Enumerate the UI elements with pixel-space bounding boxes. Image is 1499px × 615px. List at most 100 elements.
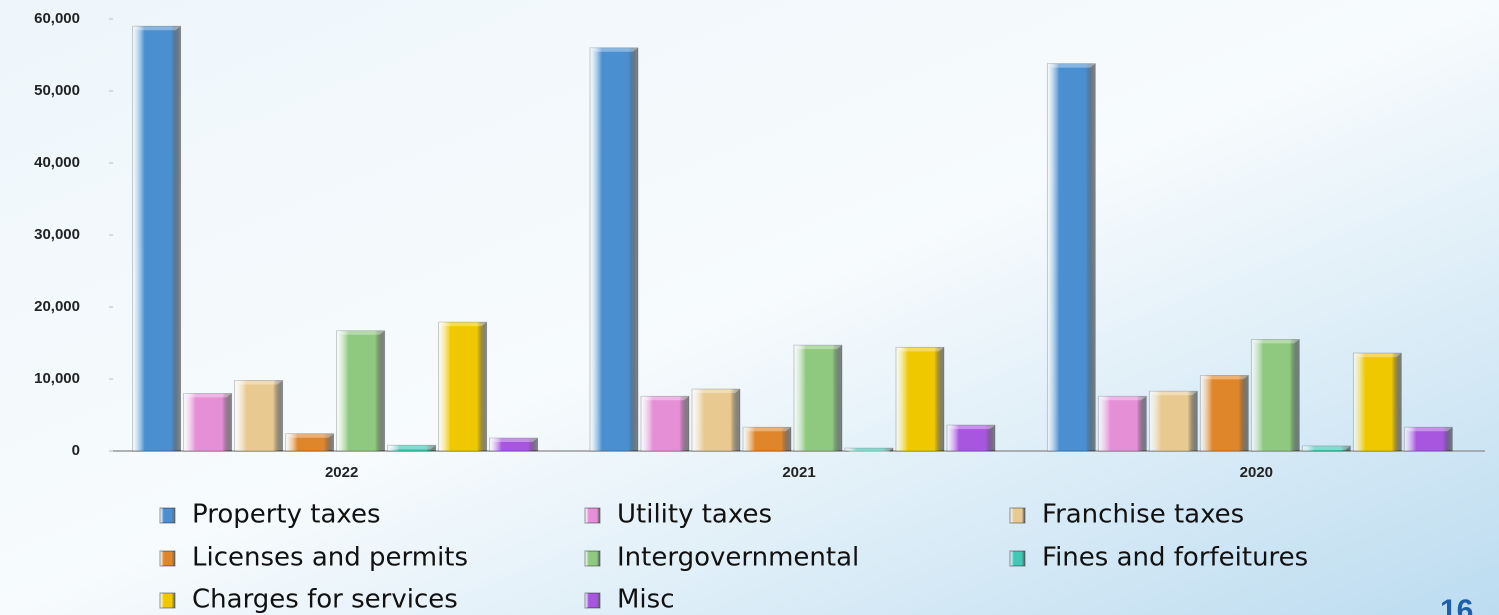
bar [234,380,284,452]
bar-face [1250,338,1300,452]
x-tick-label: 2020 [1240,464,1273,481]
bar-top [336,330,385,335]
y-tick-label: 50,000 [34,82,80,99]
bar [387,444,437,452]
bar-face [589,47,639,452]
legend-label: Charges for services [192,585,458,615]
bar [793,344,843,452]
bar-top [489,438,538,443]
x-tick-label: 2022 [325,464,358,481]
bar [1097,395,1147,452]
bar-face [336,330,386,452]
y-tick-label: 20,000 [34,298,80,315]
bar-face [1046,63,1096,452]
bar [895,346,945,452]
legend-label: Fines and forfeitures [1042,543,1308,573]
bar [1046,63,1096,452]
bar-top [641,396,689,401]
bar-top [692,389,740,394]
bar-top [1353,353,1402,358]
bar [1199,374,1249,452]
bar-face [489,437,539,452]
bar-top [743,427,791,432]
bar-face [793,344,843,452]
bar-face [1301,445,1351,452]
bar [844,447,894,453]
legend-marker [584,507,601,524]
bar [438,321,488,452]
bar-top [234,380,283,385]
legend-label: Misc [617,585,675,615]
bar-face [387,444,437,452]
bar [1250,338,1300,452]
bar-top [947,425,995,430]
bar [489,437,539,452]
bar [336,330,386,452]
bar-top [285,433,334,438]
y-tick-label: 60,000 [34,10,80,27]
bar [946,424,996,452]
legend-label: Licenses and permits [192,543,468,573]
bar-top [590,47,638,52]
y-tick-label: 0 [72,442,80,459]
legend-label: Intergovernmental [617,543,859,573]
bar-top [1149,391,1198,396]
legend-marker [159,550,176,567]
legend-marker [1009,550,1026,567]
bar [742,426,792,452]
bar [1352,352,1402,452]
legend-label: Property taxes [192,500,381,530]
bar-face [183,392,233,452]
bar [132,25,182,452]
bar-top [1047,63,1096,68]
legend-marker [159,507,176,524]
bar-top [387,445,436,450]
legend-marker [159,592,176,609]
bar-face [285,433,335,452]
bar [691,388,741,452]
bar-top [1098,396,1147,401]
bar-face [234,380,284,452]
legend-label: Utility taxes [617,500,772,530]
bar-face [1199,374,1249,452]
bar [1301,445,1351,452]
legend-marker [584,592,601,609]
bar-face [132,25,182,452]
bar-face [691,388,741,452]
bar-face [742,426,792,452]
bar [589,47,639,452]
bar-top [132,26,181,31]
legend-marker [1009,507,1026,524]
legend-label: Franchise taxes [1042,500,1244,530]
bar-top [896,347,944,352]
bar-top [845,448,893,453]
bar-face [895,346,945,452]
bar-top [1200,375,1249,380]
y-tick-label: 30,000 [34,226,80,243]
bar [640,395,690,452]
x-tick-label: 2021 [782,464,815,481]
page-number: 16 [1440,594,1473,615]
bar [285,433,335,452]
bar [1403,426,1453,452]
bar-face [844,447,894,452]
bar-top [1302,445,1351,450]
bar-face [1403,426,1453,452]
bar-top [1251,339,1300,344]
legend-marker [584,550,601,567]
bar-top [438,322,487,327]
bar [1148,390,1198,452]
bar [183,392,233,452]
bar-top [1404,427,1453,432]
bar-face [1352,352,1402,452]
bar-face [438,321,488,452]
bar-face [1097,395,1147,452]
bar-face [1148,390,1198,452]
bar-face [946,424,996,452]
bar-top [183,393,232,398]
y-tick-label: 40,000 [34,154,80,171]
bar-face [640,395,690,452]
y-tick-label: 10,000 [34,370,80,387]
